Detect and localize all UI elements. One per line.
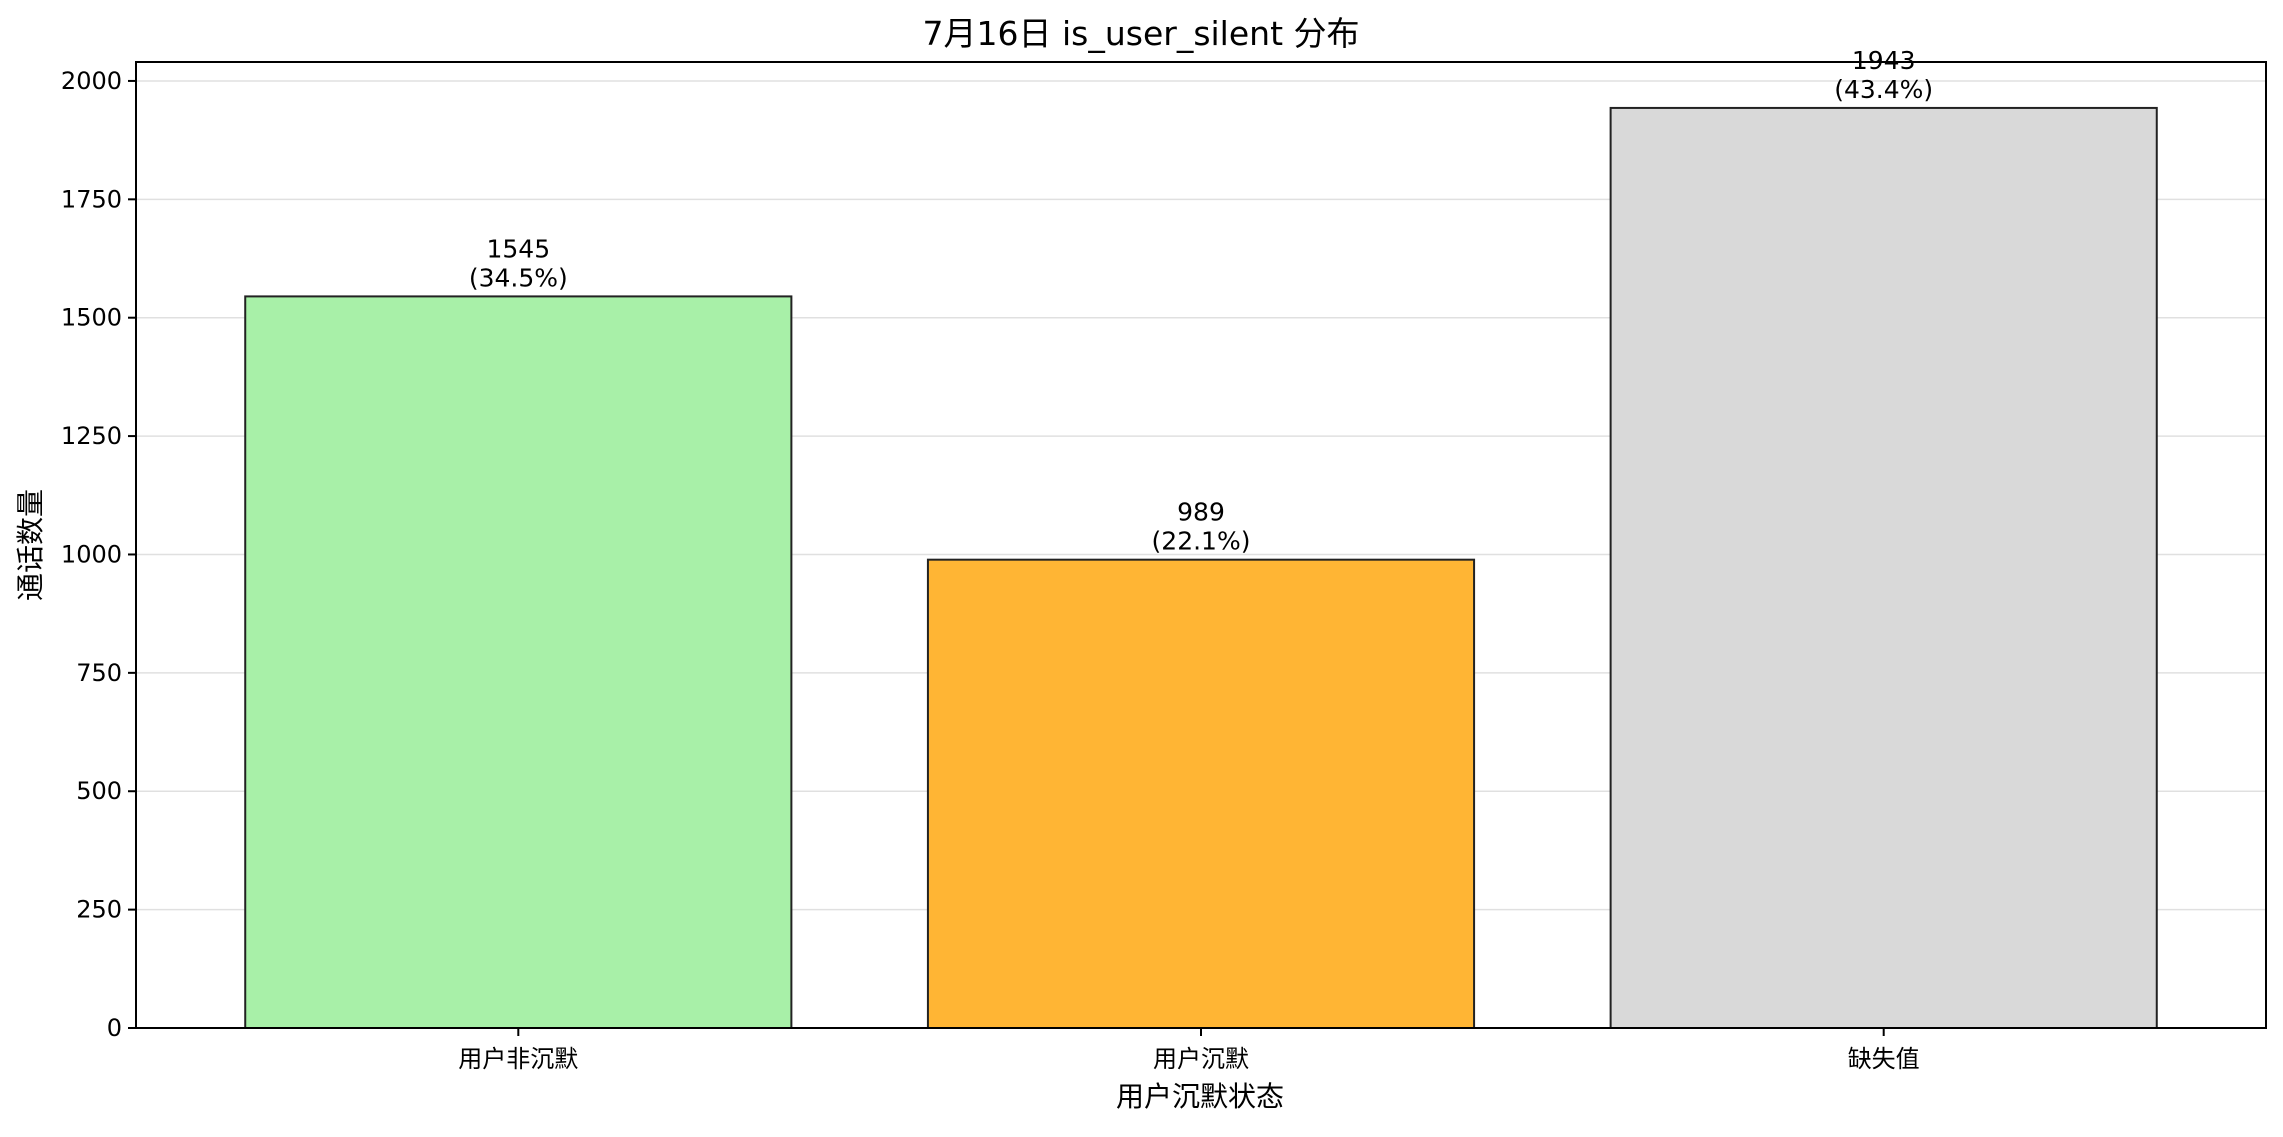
bar-value-label: 989: [1177, 498, 1225, 527]
y-tick-label: 1000: [61, 540, 122, 568]
x-tick-label: 用户非沉默: [458, 1045, 578, 1073]
x-axis-ticks: 用户非沉默 用户沉默 缺失值: [458, 1028, 1920, 1073]
x-tick-label: 用户沉默: [1153, 1045, 1249, 1073]
bar-1: [244, 295, 793, 1030]
y-tick-label: 1500: [61, 304, 122, 332]
y-tick-label: 500: [76, 777, 122, 805]
data-labels: 1545(34.5%) 989(22.1%) 1943(43.4%): [469, 46, 1933, 556]
bar-percent-label: (34.5%): [469, 263, 568, 292]
y-tick-label: 1750: [61, 185, 122, 213]
bar-2: [926, 558, 1476, 1029]
y-axis-ticks: 0 250 500 750 1000 1250 1500 1750 2000: [61, 67, 136, 1042]
chart-title: 7月16日 is_user_silent 分布: [923, 14, 1360, 53]
y-tick-label: 750: [76, 659, 122, 687]
bar-value-label: 1943: [1852, 46, 1916, 75]
bar-3: [1609, 106, 2158, 1029]
y-tick-label: 2000: [61, 67, 122, 95]
x-axis-label: 用户沉默状态: [1116, 1080, 1284, 1113]
bar-percent-label: (22.1%): [1152, 527, 1251, 556]
y-axis-label: 通话数量: [14, 489, 47, 601]
bar-percent-label: (43.4%): [1834, 75, 1933, 104]
y-tick-label: 250: [76, 896, 122, 924]
x-tick-label: 缺失值: [1848, 1045, 1920, 1073]
y-tick-label: 1250: [61, 422, 122, 450]
y-tick-label: 0: [107, 1014, 122, 1042]
bar-value-label: 1545: [486, 234, 550, 263]
bars: [244, 106, 2158, 1030]
